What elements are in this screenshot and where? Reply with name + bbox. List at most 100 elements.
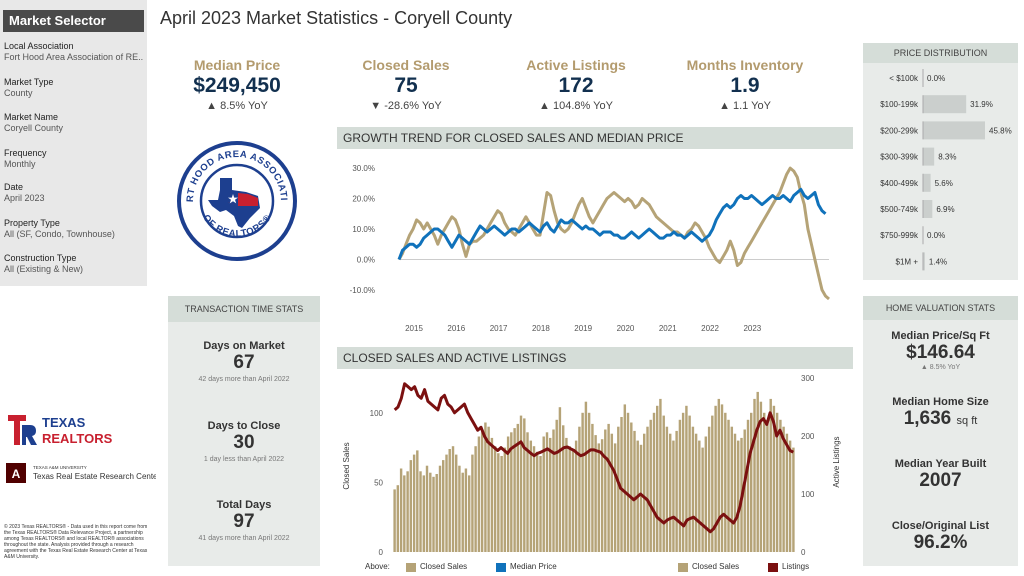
kpi-change: ▲ 104.8% YoY: [539, 100, 613, 112]
selector-field-value[interactable]: All (Existing & New): [4, 264, 84, 274]
sales-bar: [597, 443, 601, 552]
sales-bar: [409, 460, 413, 552]
selector-field[interactable]: Local Association Fort Hood Area Associat…: [4, 41, 146, 63]
kpi-value: $249,450: [193, 74, 281, 97]
stat-title: Days on Market: [203, 340, 285, 352]
y-axis-label-right: Active Listings: [832, 436, 841, 487]
selector-field[interactable]: Market Name Coryell County: [4, 112, 146, 134]
sales-bar: [516, 423, 520, 552]
sales-bar: [425, 465, 429, 552]
selector-field[interactable]: Construction Type All (Existing & New): [4, 253, 146, 275]
selector-field-value[interactable]: Monthly: [4, 159, 36, 169]
selector-field-label: Local Association: [4, 41, 74, 51]
sales-bar: [737, 440, 740, 552]
sales-bar: [468, 475, 471, 552]
sales-bar: [662, 415, 665, 552]
page-title: April 2023 Market Statistics - Coryell C…: [160, 8, 513, 28]
selector-field-value[interactable]: All (SF, Condo, Townhouse): [4, 229, 115, 239]
sales-bar: [782, 426, 785, 552]
sales-bar: [565, 437, 568, 552]
sales-bar: [759, 401, 763, 552]
y-tick-label-left: 100: [370, 409, 384, 418]
home-valuation-stats: HOME VALUATION STATS Median Price/Sq Ft …: [863, 296, 1018, 566]
price-range-bar: [923, 200, 933, 218]
valuation-value: $146.64: [906, 342, 975, 363]
sales-bar: [536, 451, 539, 552]
legend-above-label: Above:: [365, 562, 390, 571]
selector-field[interactable]: Date April 2023: [4, 182, 146, 204]
selector-field-value[interactable]: Fort Hood Area Association of RE..: [4, 52, 144, 62]
sales-bar: [610, 433, 614, 552]
x-tick-label: 2022: [701, 324, 719, 333]
sales-bar: [756, 391, 759, 552]
y-tick-label-left: 0: [379, 548, 384, 557]
sales-bar: [490, 437, 494, 552]
selector-field-value[interactable]: County: [4, 88, 33, 98]
price-range-label: $500-749k: [880, 205, 919, 214]
sales-bar: [652, 412, 656, 552]
price-distribution-title: PRICE DISTRIBUTION: [863, 43, 1018, 63]
sales-bar: [633, 430, 636, 552]
selector-field-value[interactable]: April 2023: [4, 193, 45, 203]
sales-bar: [730, 426, 734, 552]
sales-chart-header: CLOSED SALES AND ACTIVE LISTINGS: [337, 347, 853, 369]
sales-bar: [442, 460, 445, 552]
texas-realtors-line1: TEXAS: [42, 415, 86, 430]
series-line: [397, 187, 827, 261]
y-tick-label: 10.0%: [352, 225, 375, 234]
kpi-label: Active Listings: [526, 57, 626, 73]
sales-bar: [506, 436, 510, 552]
price-range-value: 8.3%: [938, 153, 956, 162]
sales-bar: [474, 446, 477, 552]
sales-bar: [513, 428, 516, 552]
sales-bar: [555, 419, 558, 552]
sales-bar: [672, 440, 675, 552]
selector-field-value[interactable]: Coryell County: [4, 123, 64, 133]
selector-field-label: Market Name: [4, 112, 59, 122]
sales-bar: [419, 471, 422, 552]
price-range-bar: [923, 95, 967, 114]
tamu-small-text: TEXAS A&M UNIVERSITY: [33, 465, 87, 470]
kpi-label: Median Price: [193, 57, 281, 73]
selector-field[interactable]: Frequency Monthly: [4, 148, 146, 170]
sales-bar: [396, 485, 400, 552]
sales-bar: [549, 437, 552, 552]
selector-field[interactable]: Market Type County: [4, 77, 146, 99]
selector-field-label: Date: [4, 182, 24, 192]
valuation-value: 1,636: [903, 408, 952, 429]
y-tick-label-right: 0: [801, 548, 806, 557]
sales-bar: [678, 419, 682, 552]
selector-field[interactable]: Property Type All (SF, Condo, Townhouse): [4, 218, 146, 240]
price-range-value: 0.0%: [927, 231, 945, 240]
sales-bar: [545, 432, 549, 552]
sales-bar: [399, 468, 403, 552]
sales-bar: [785, 433, 789, 552]
sales-bar: [775, 412, 779, 552]
sales-bar: [493, 446, 497, 552]
sales-bar: [487, 426, 490, 552]
sales-bar: [733, 433, 737, 552]
stat-title: Total Days: [216, 499, 272, 511]
sales-bar: [656, 405, 659, 552]
price-range-bar: [923, 252, 925, 271]
kpi-change: ▼ -28.6% YoY: [370, 100, 442, 112]
sales-bar: [532, 446, 536, 552]
sales-bar: [503, 447, 507, 552]
x-tick-label: 2015: [405, 324, 423, 333]
sales-bar: [675, 430, 678, 552]
sales-bar: [484, 422, 487, 552]
sales-bar: [779, 419, 782, 552]
stat-sub: 1 day less than April 2022: [203, 456, 285, 463]
growth-chart-header: GROWTH TREND FOR CLOSED SALES AND MEDIAN…: [337, 127, 853, 149]
sales-bar: [587, 412, 591, 552]
sales-bar: [445, 454, 448, 552]
sales-bar: [451, 446, 455, 552]
price-range-value: 0.0%: [927, 74, 945, 83]
closed-sales-listings-chart: 100 50 0 300 200 100 0 Closed Sales Active Listi…: [342, 374, 841, 557]
stat-days-on-market: Days on Market 67 42 days more than Apri…: [168, 340, 320, 383]
sales-bar: [746, 419, 750, 552]
stat-days-to-close: Days to Close 30 1 day less than April 2…: [168, 420, 320, 463]
y-tick-label: 30.0%: [352, 164, 375, 173]
sales-bar: [792, 447, 795, 552]
x-tick-label: 2023: [743, 324, 761, 333]
